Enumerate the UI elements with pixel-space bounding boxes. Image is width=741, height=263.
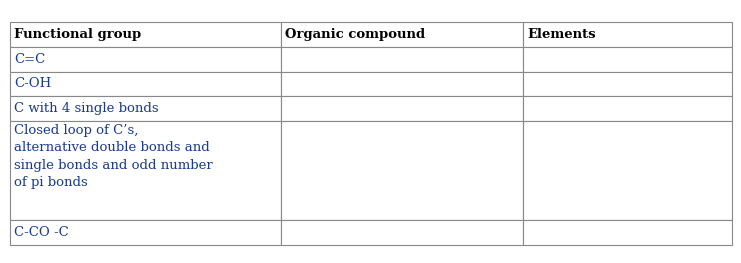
Bar	[281, 47, 522, 72]
Text: Functional group: Functional group	[14, 28, 142, 41]
Bar	[281, 121, 522, 220]
Bar	[522, 220, 732, 245]
Text: C=C: C=C	[14, 53, 45, 66]
Text: C with 4 single bonds: C with 4 single bonds	[14, 102, 159, 115]
Text: C-OH: C-OH	[14, 77, 51, 90]
Bar	[281, 22, 522, 47]
Bar	[522, 22, 732, 47]
Bar	[281, 220, 522, 245]
Bar	[522, 47, 732, 72]
Bar	[10, 220, 281, 245]
Text: Organic compound: Organic compound	[285, 28, 425, 41]
Bar	[10, 96, 281, 121]
Bar	[281, 72, 522, 96]
Bar	[10, 22, 281, 47]
Text: C-CO -C: C-CO -C	[14, 226, 69, 239]
Bar	[10, 47, 281, 72]
Bar	[522, 121, 732, 220]
Text: Closed loop of C’s,
alternative double bonds and
single bonds and odd number
of : Closed loop of C’s, alternative double b…	[14, 124, 213, 189]
Bar	[10, 72, 281, 96]
Text: Elements: Elements	[527, 28, 596, 41]
Bar	[522, 72, 732, 96]
Bar	[10, 121, 281, 220]
Bar	[281, 96, 522, 121]
Bar	[522, 96, 732, 121]
